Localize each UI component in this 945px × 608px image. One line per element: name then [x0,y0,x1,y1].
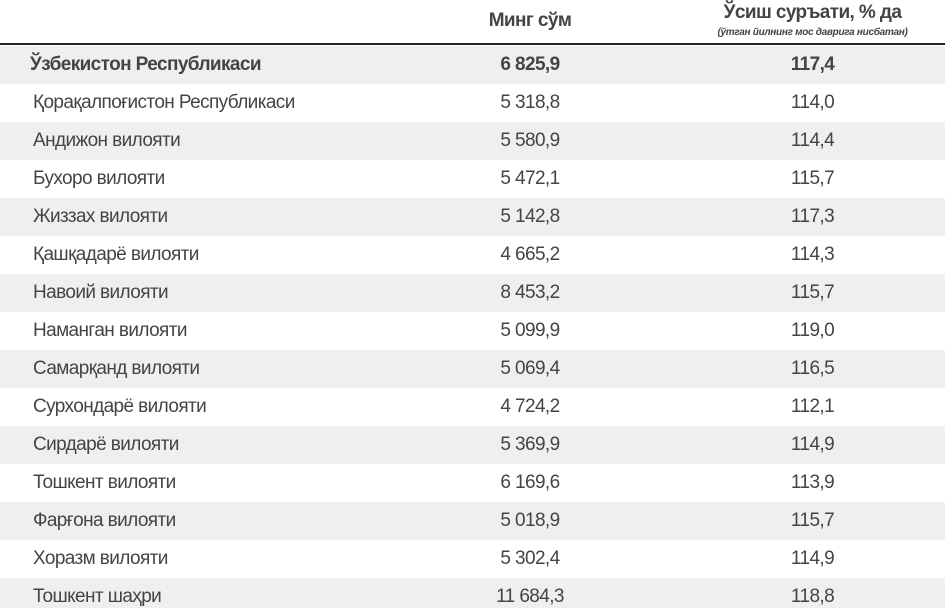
value-cell: 5 069,4 [500,358,560,379]
table-row: Самарқанд вилояти 5 069,4 116,5 [0,350,945,388]
column-header: Ўсиш суръати, % да [723,2,902,23]
value-cell: 6 825,9 [500,54,560,75]
growth-cell: 115,7 [790,168,835,189]
region-name: Ўзбекистон Республикаси [30,54,262,75]
value-cell: 4 724,2 [500,396,560,417]
value-cell: 5 580,9 [500,130,560,151]
value-cell: 4 665,2 [500,244,560,265]
table-row: Наманган вилояти 5 099,9 119,0 [0,312,945,350]
growth-cell: 115,7 [790,282,835,303]
value-cell: 5 302,4 [500,548,560,569]
growth-cell: 112,1 [790,396,835,417]
table-row: Жиззах вилояти 5 142,8 117,3 [0,198,945,236]
table-row: Хоразм вилояти 5 302,4 114,9 [0,540,945,578]
region-name: Тошкент вилояти [33,472,176,493]
value-cell: 8 453,2 [500,282,560,303]
region-name: Қашқадарё вилояти [33,244,199,265]
table-row: Навоий вилояти 8 453,2 115,7 [0,274,945,312]
growth-cell: 114,9 [790,548,835,569]
table-row: Сурхондарё вилояти 4 724,2 112,1 [0,388,945,426]
region-name: Сирдарё вилояти [33,434,179,455]
table-row: Андижон вилояти 5 580,9 114,4 [0,122,945,160]
region-name: Самарқанд вилояти [33,358,200,379]
region-name: Бухоро вилояти [33,168,165,189]
growth-cell: 114,4 [790,130,835,151]
column-note: (ўтган йилнинг мос даврига нисбатан) [717,27,908,38]
growth-cell: 114,0 [790,92,835,113]
column-header: Минг сўм [488,10,572,31]
region-name: Қорақалпоғистон Республикаси [33,92,295,113]
region-name: Тошкент шаҳри [33,586,162,607]
table-row: Қашқадарё вилояти 4 665,2 114,3 [0,236,945,274]
table-row: Қорақалпоғистон Республикаси 5 318,8 114,0 [0,84,945,122]
value-cell: 5 318,8 [500,92,560,113]
table-row: Фарғона вилояти 5 018,9 115,7 [0,502,945,540]
region-name: Жиззах вилояти [33,206,168,227]
region-name: Навоий вилояти [33,282,169,303]
value-cell: 5 369,9 [500,434,560,455]
value-cell: 5 018,9 [500,510,560,531]
table-row: Бухоро вилояти 5 472,1 115,7 [0,160,945,198]
region-name: Фарғона вилояти [33,510,176,531]
region-name: Наманган вилояти [33,320,187,341]
value-cell: 11 684,3 [496,586,564,607]
value-cell: 5 142,8 [500,206,560,227]
value-cell: 5 099,9 [500,320,560,341]
value-cell: 6 169,6 [500,472,560,493]
growth-cell: 118,8 [790,586,835,607]
growth-cell: 114,3 [790,244,835,265]
growth-cell: 114,9 [790,434,835,455]
growth-cell: 113,9 [790,472,835,493]
table-header: Минг сўм Ўсиш суръати, % да (ўтган йилни… [0,0,945,45]
value-cell: 5 472,1 [500,168,560,189]
region-name: Андижон вилояти [33,130,181,151]
region-name: Сурхондарё вилояти [33,396,207,417]
region-name: Хоразм вилояти [33,548,168,569]
table-row: Ўзбекистон Республикаси 6 825,9 117,4 [0,46,945,84]
table-row: Тошкент шаҳри 11 684,3 118,8 [0,578,945,608]
growth-cell: 117,4 [790,54,835,75]
growth-cell: 116,5 [790,358,835,379]
growth-cell: 117,3 [790,206,835,227]
table-row: Тошкент вилояти 6 169,6 113,9 [0,464,945,502]
growth-cell: 115,7 [790,510,835,531]
table-row: Сирдарё вилояти 5 369,9 114,9 [0,426,945,464]
growth-cell: 119,0 [790,320,835,341]
